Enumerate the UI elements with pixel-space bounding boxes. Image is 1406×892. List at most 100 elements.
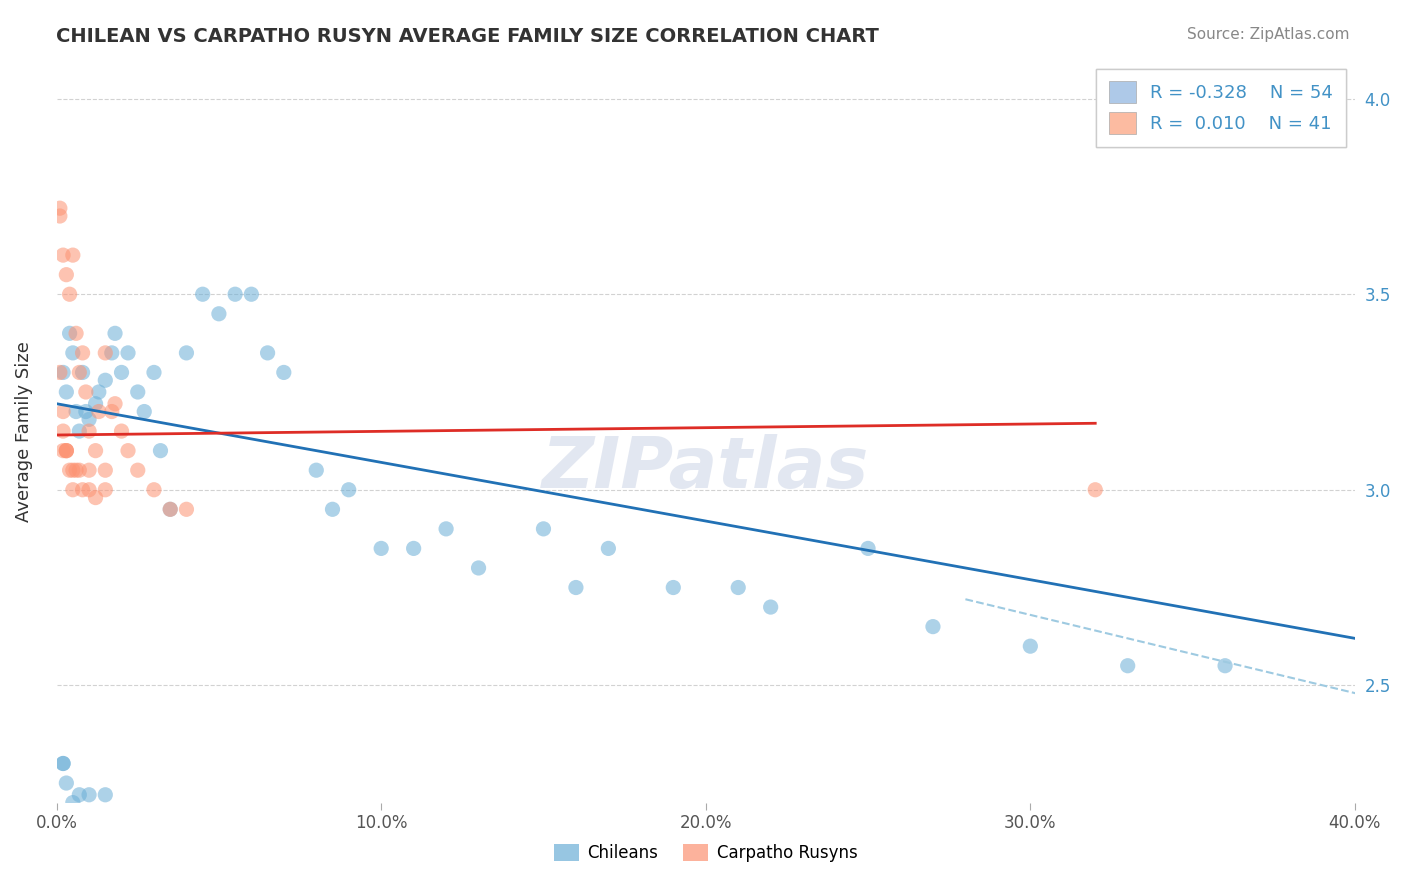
Point (337, 483, 360, 497)
Point (55, 443, 77, 458)
Point (62, 248, 84, 262)
Point (72, 366, 94, 380)
Point (1213, 658, 1236, 673)
Point (58, 326, 80, 341)
Point (370, 541, 392, 556)
Point (52, 248, 75, 262)
Point (67, 424, 90, 438)
Point (598, 541, 620, 556)
Point (117, 443, 139, 458)
Point (77, 483, 100, 497)
Point (256, 346, 278, 360)
Point (101, 404, 124, 418)
Point (117, 346, 139, 360)
Text: ZIPatlas: ZIPatlas (543, 434, 869, 503)
Point (176, 346, 198, 360)
Point (49, 209, 72, 223)
Point (159, 502, 181, 516)
Point (55, 443, 77, 458)
Point (84, 491, 107, 505)
Point (75, 384, 97, 399)
Point (49, 201, 72, 215)
Point (67, 463, 90, 477)
Point (630, 873, 652, 888)
Point (65, 463, 87, 477)
Point (58, 287, 80, 301)
Point (65, 326, 87, 341)
Point (55, 268, 77, 282)
Point (49, 366, 72, 380)
Point (305, 463, 328, 477)
Point (104, 326, 127, 341)
Point (110, 366, 132, 380)
Point (101, 346, 124, 360)
Point (662, 581, 685, 595)
Point (149, 443, 172, 458)
Point (94, 373, 117, 387)
Point (77, 788, 100, 802)
Point (62, 796, 84, 810)
Point (565, 581, 588, 595)
Point (84, 443, 107, 458)
Point (52, 424, 75, 438)
Point (55, 776, 77, 790)
Point (62, 463, 84, 477)
Text: CHILEAN VS CARPATHO RUSYN AVERAGE FAMILY SIZE CORRELATION CHART: CHILEAN VS CARPATHO RUSYN AVERAGE FAMILY… (56, 27, 879, 45)
Point (94, 346, 117, 360)
Point (52, 404, 75, 418)
Text: Source: ZipAtlas.com: Source: ZipAtlas.com (1187, 27, 1350, 42)
Point (224, 287, 246, 301)
Point (1084, 483, 1107, 497)
Point (127, 384, 149, 399)
Point (94, 483, 117, 497)
Point (77, 412, 100, 426)
Point (84, 397, 107, 411)
Point (159, 502, 181, 516)
Point (321, 502, 343, 516)
Point (62, 346, 84, 360)
Point (94, 463, 117, 477)
Point (1019, 639, 1042, 653)
Point (240, 287, 263, 301)
Point (759, 600, 782, 615)
Point (208, 307, 231, 321)
Point (87, 404, 110, 418)
Point (1116, 658, 1139, 673)
Point (434, 522, 457, 536)
Y-axis label: Average Family Size: Average Family Size (15, 341, 32, 522)
Point (75, 404, 97, 418)
Point (856, 541, 879, 556)
Point (77, 463, 100, 477)
Point (191, 287, 214, 301)
Point (143, 366, 166, 380)
Point (55, 384, 77, 399)
Point (58, 463, 80, 477)
Point (67, 366, 90, 380)
Point (127, 463, 149, 477)
Point (65, 404, 87, 418)
Point (62, 483, 84, 497)
Point (134, 404, 156, 418)
Point (273, 366, 295, 380)
Point (52, 443, 75, 458)
Point (104, 397, 127, 411)
Point (727, 581, 749, 595)
Point (467, 561, 489, 575)
Point (52, 756, 75, 771)
Point (533, 522, 555, 536)
Point (52, 756, 75, 771)
Point (52, 366, 75, 380)
Point (55, 443, 77, 458)
Point (922, 619, 945, 633)
Legend: R = -0.328    N = 54, R =  0.010    N = 41: R = -0.328 N = 54, R = 0.010 N = 41 (1097, 69, 1346, 147)
Point (77, 424, 100, 438)
Point (72, 346, 94, 360)
Point (87, 384, 110, 399)
Point (67, 788, 90, 802)
Point (176, 502, 198, 516)
Point (110, 424, 132, 438)
Point (402, 541, 425, 556)
Point (143, 483, 166, 497)
Point (72, 483, 94, 497)
Point (94, 788, 117, 802)
